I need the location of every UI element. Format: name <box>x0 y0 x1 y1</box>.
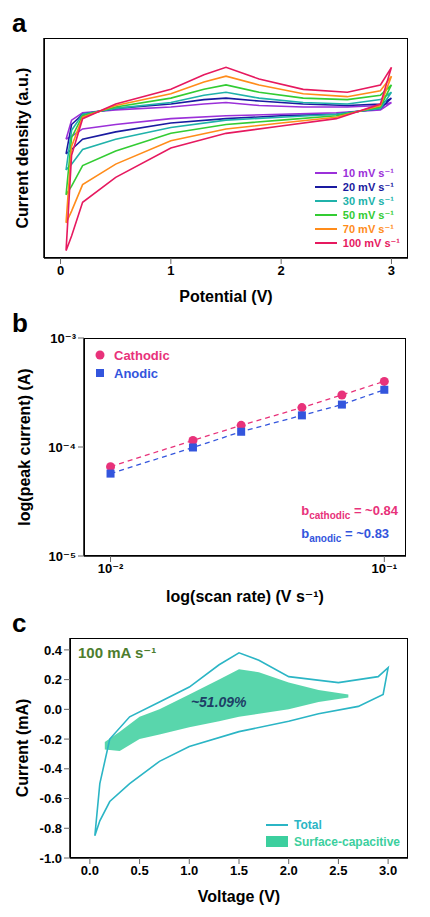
html-text:c: c <box>12 608 27 638</box>
html-text:Anodic: Anodic <box>114 365 159 381</box>
svg-text:log(peak current) (A): log(peak current) (A) <box>16 368 33 525</box>
svg-text:-0.6: -0.6 <box>40 791 62 806</box>
svg-text:0.2: 0.2 <box>44 672 62 687</box>
svg-text:0.5: 0.5 <box>131 863 149 878</box>
svg-text:10⁻¹: 10⁻¹ <box>371 561 397 576</box>
svg-text:-0.4: -0.4 <box>40 761 63 776</box>
svg-text:3.0: 3.0 <box>379 863 397 878</box>
svg-text:1: 1 <box>167 263 174 278</box>
html-text:Cathodic: Cathodic <box>114 347 170 363</box>
html-text:50 mV s⁻¹: 50 mV s⁻¹ <box>342 208 394 221</box>
html-text:100 mA s⁻¹: 100 mA s⁻¹ <box>78 644 157 661</box>
svg-text:-0.2: -0.2 <box>40 732 62 747</box>
svg-text:-0.8: -0.8 <box>40 821 62 836</box>
svg-text:Current density (a.u.): Current density (a.u.) <box>14 68 31 229</box>
svg-text:10⁻⁴: 10⁻⁴ <box>48 440 76 455</box>
svg-text:2: 2 <box>278 263 285 278</box>
svg-text:Current (mA): Current (mA) <box>14 699 31 798</box>
html-text:70 mV s⁻¹: 70 mV s⁻¹ <box>342 222 394 235</box>
html-text:~51.09%: ~51.09% <box>190 693 247 710</box>
html-text:Total: Total <box>293 817 322 832</box>
svg-text:10⁻³: 10⁻³ <box>50 331 76 346</box>
svg-text:Voltage (V): Voltage (V) <box>198 888 280 905</box>
html-text:a: a <box>12 8 27 38</box>
html-text:banodic= ~0.83: banodic= ~0.83 <box>301 526 390 544</box>
svg-text:0: 0 <box>57 263 64 278</box>
html-text:bcathodic= ~0.84: bcathodic= ~0.84 <box>301 502 398 521</box>
svg-text:3: 3 <box>388 263 395 278</box>
html-text:10 mV s⁻¹: 10 mV s⁻¹ <box>342 166 394 179</box>
svg-text:-1.0: -1.0 <box>40 851 62 866</box>
svg-text:1.0: 1.0 <box>180 863 198 878</box>
svg-text:2.5: 2.5 <box>329 863 347 878</box>
svg-text:2.0: 2.0 <box>280 863 298 878</box>
svg-text:Potential (V): Potential (V) <box>179 288 272 305</box>
svg-text:0.4: 0.4 <box>44 643 63 658</box>
svg-text:1.5: 1.5 <box>230 863 248 878</box>
html-text:100 mV s⁻¹: 100 mV s⁻¹ <box>342 236 400 249</box>
svg-text:0.0: 0.0 <box>44 702 62 717</box>
html-text:30 mV s⁻¹: 30 mV s⁻¹ <box>342 194 394 207</box>
html-text:b: b <box>12 308 28 338</box>
svg-text:0.0: 0.0 <box>81 863 99 878</box>
html-text:20 mV s⁻¹: 20 mV s⁻¹ <box>342 180 394 193</box>
svg-text:log(scan rate) (V s⁻¹): log(scan rate) (V s⁻¹) <box>166 588 324 605</box>
svg-text:10⁻²: 10⁻² <box>98 561 124 576</box>
svg-text:10⁻⁵: 10⁻⁵ <box>49 549 76 564</box>
html-text:Surface-capacitive: Surface-capacitive <box>293 834 400 849</box>
